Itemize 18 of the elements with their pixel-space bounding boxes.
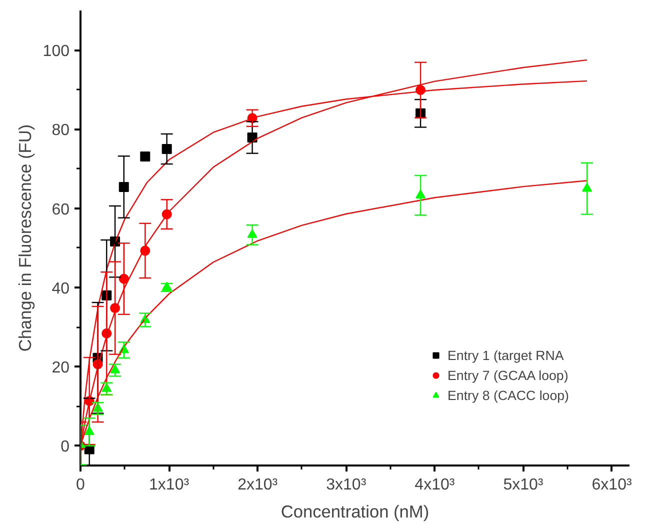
x-axis-title: Concentration (nM) [280, 502, 430, 522]
legend-label: Entry 1 (target RNA [448, 348, 564, 362]
legend-label: Entry 8 (CACC loop) [448, 388, 569, 402]
legend-label: Entry 7 (GCAA loop) [448, 368, 568, 382]
x-tick-label: 1x10³ [149, 476, 190, 494]
y-tick-label: 20 [52, 360, 70, 377]
y-tick-label: 40 [52, 280, 70, 298]
y-tick-label: 100 [42, 43, 70, 60]
y-tick-label: 80 [52, 122, 70, 140]
x-tick-label: 2x10³ [238, 476, 278, 494]
x-tick-label: 4x10³ [414, 476, 456, 494]
x-tick-label: 0 [76, 476, 86, 494]
x-tick-label: 3x10³ [326, 476, 367, 494]
x-tick-label: 5x10³ [503, 476, 544, 494]
y-tick-label: 60 [52, 201, 70, 218]
x-tick-label: 6x10³ [592, 476, 632, 494]
y-axis-title: Change in Fluorescence (FU) [14, 124, 35, 352]
y-tick-label: 0 [60, 438, 70, 456]
